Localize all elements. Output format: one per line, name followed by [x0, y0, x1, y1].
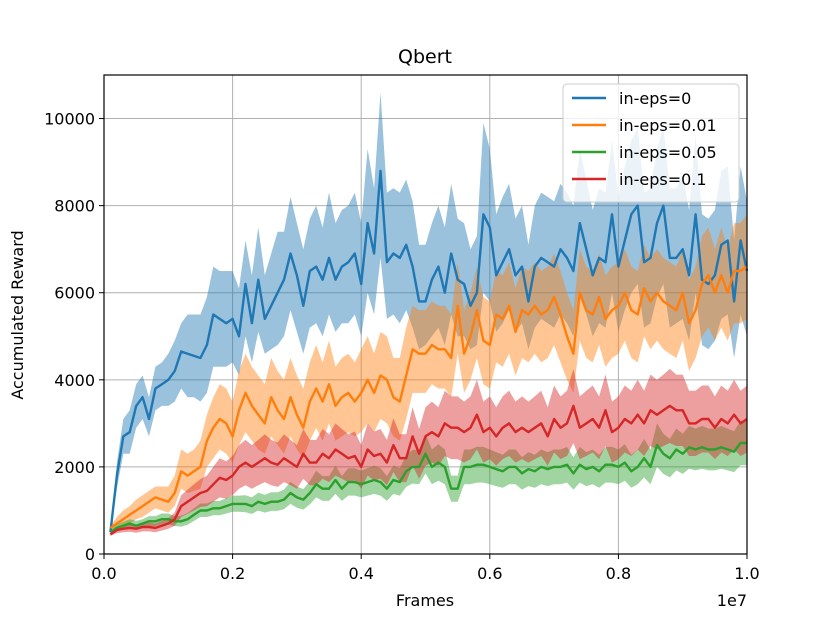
line-series-3	[109, 404, 748, 536]
x-tick-label: 0.6	[477, 564, 502, 583]
y-tick-label: 2000	[54, 458, 95, 477]
legend-label-3: in-eps=0.1	[619, 170, 707, 189]
y-tick-label: 4000	[54, 371, 95, 390]
y-tick-label: 8000	[54, 197, 95, 216]
x-tick-label: 1.0	[734, 564, 759, 583]
chart-title: Qbert	[398, 46, 452, 68]
legend-label-1: in-eps=0.01	[619, 116, 717, 135]
x-tick-label: 0.8	[606, 564, 631, 583]
x-tick-label: 0.2	[220, 564, 245, 583]
x-offset-label: 1e7	[717, 591, 747, 610]
band-series-2	[110, 420, 747, 535]
line-series-2	[109, 441, 747, 534]
legend: in-eps=0 in-eps=0.01 in-eps=0.05 in-eps=0.1	[562, 83, 740, 203]
legend-box	[562, 83, 740, 203]
legend-label-2: in-eps=0.05	[619, 143, 717, 162]
x-axis-label: Frames	[396, 591, 454, 610]
plot-frame	[103, 74, 748, 555]
x-tick-label: 0.0	[91, 564, 116, 583]
x-tick-label: 0.4	[348, 564, 373, 583]
y-tick-label: 10000	[44, 110, 95, 129]
grid	[103, 75, 748, 555]
series-lines	[109, 169, 749, 536]
legend-label-0: in-eps=0	[619, 89, 691, 108]
line-series-0	[109, 169, 749, 533]
line-series-1	[109, 265, 748, 529]
band-series-3	[110, 368, 747, 536]
band-series-1	[110, 214, 747, 531]
y-tick-label: 0	[85, 545, 95, 564]
y-axis-label: Accumulated Reward	[8, 230, 27, 399]
y-tick-label: 6000	[54, 284, 95, 303]
axis-ticks: 0.0 0.2 0.4 0.6 0.8 1.0 0 2000 4000 6000 8000 10000	[44, 110, 760, 583]
